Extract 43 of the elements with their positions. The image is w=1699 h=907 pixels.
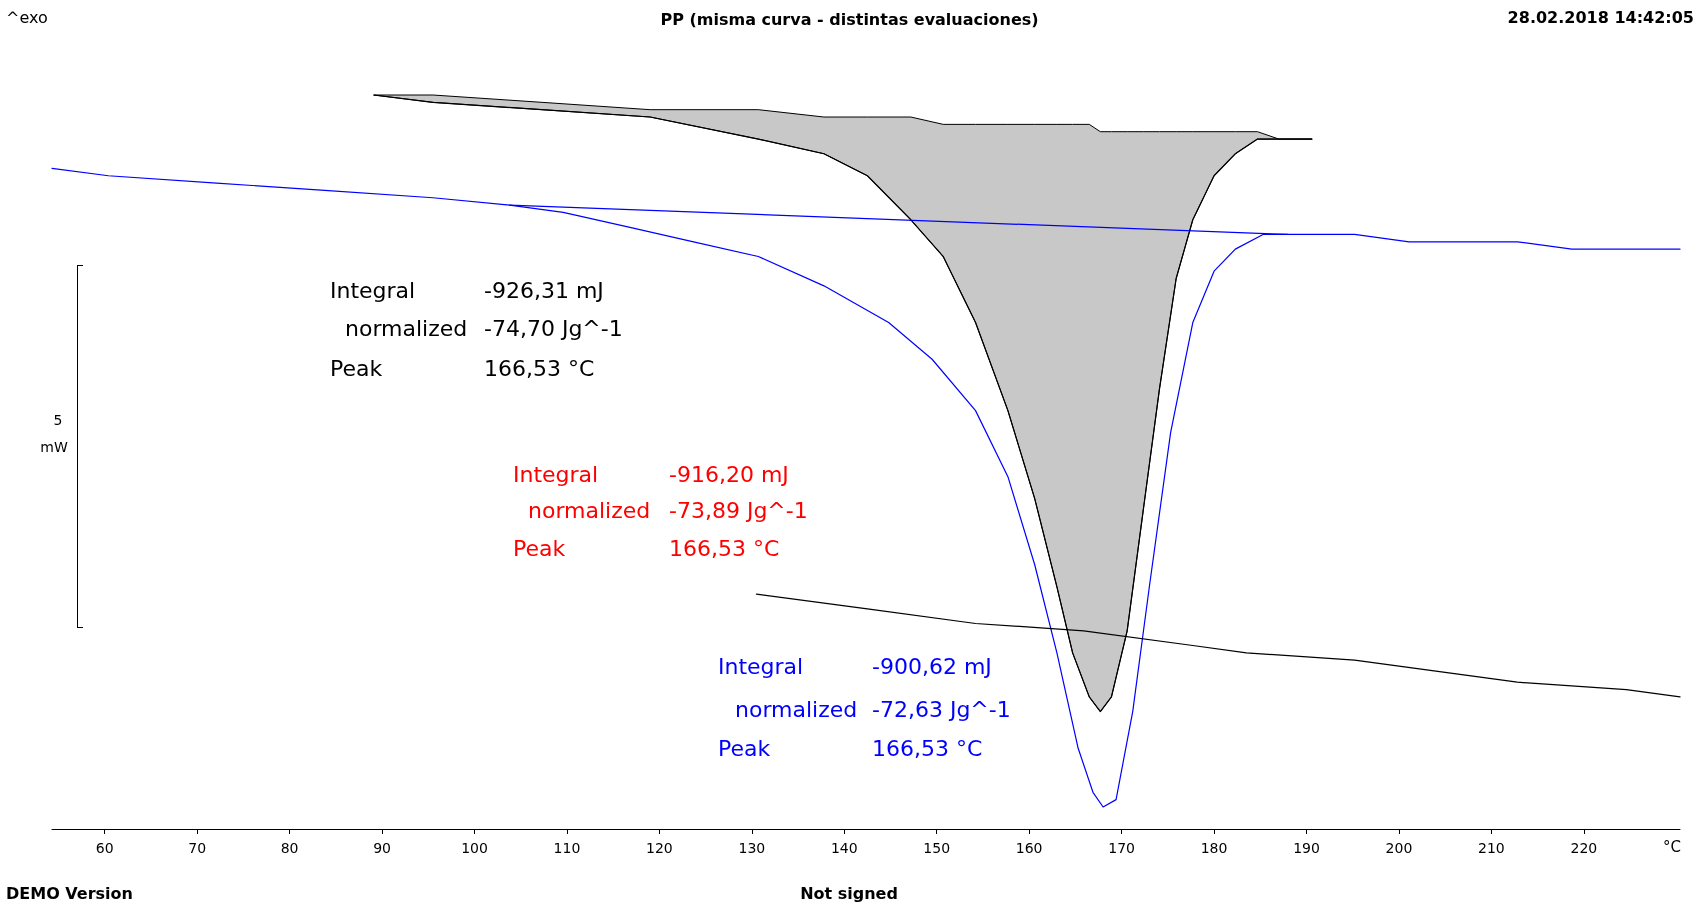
x-tick-label: 220 [1570, 840, 1598, 856]
annotation: -72,63 Jg^-1 [872, 696, 1011, 722]
annotation: -74,70 Jg^-1 [484, 315, 623, 341]
annotation: Integral [718, 653, 804, 679]
x-tick-label: 60 [95, 840, 114, 856]
x-tick-label: 190 [1293, 840, 1320, 856]
annotation: Integral [513, 461, 599, 487]
annotation: 166,53 °C [669, 535, 780, 561]
chart-title: PP (misma curva - distintas evaluaciones) [660, 9, 1039, 29]
x-tick-label: 120 [646, 840, 673, 856]
x-tick-label: 130 [738, 840, 766, 856]
annotation: normalized [345, 315, 468, 341]
x-axis-title: °C [1663, 838, 1681, 856]
annotation: Peak [330, 355, 383, 381]
annotation: mW [40, 439, 68, 455]
annotation: 5 [53, 412, 63, 428]
annotation: Peak [718, 735, 771, 761]
text: 28.02.2018 14:42:05 [1507, 7, 1694, 27]
x-tick-label: 110 [553, 840, 581, 856]
annotation: Peak [513, 535, 566, 561]
x-tick-label: 140 [830, 840, 858, 856]
text: DEMO Version [6, 883, 133, 903]
x-tick-label: 80 [280, 840, 299, 856]
x-tick-label: 70 [188, 840, 207, 856]
annotation: -900,62 mJ [872, 653, 992, 679]
text: ^exo [6, 7, 48, 27]
x-tick-label: 160 [1015, 840, 1043, 856]
annotation: normalized [528, 497, 651, 523]
annotation: 166,53 °C [484, 355, 595, 381]
annotation: -916,20 mJ [669, 461, 789, 487]
x-tick-label: 200 [1385, 840, 1413, 856]
x-tick-label: 170 [1108, 840, 1135, 856]
x-tick-label: 100 [461, 840, 488, 856]
annotation: Integral [330, 277, 416, 303]
text: Not signed [800, 883, 898, 903]
x-tick-label: 90 [373, 840, 391, 856]
annotation: -926,31 mJ [484, 277, 604, 303]
x-tick-label: 150 [923, 840, 951, 856]
x-tick-label: 180 [1200, 840, 1228, 856]
annotation: normalized [735, 696, 858, 722]
x-tick-label: 210 [1478, 840, 1505, 856]
annotation: 166,53 °C [872, 735, 983, 761]
annotation: -73,89 Jg^-1 [669, 497, 808, 523]
